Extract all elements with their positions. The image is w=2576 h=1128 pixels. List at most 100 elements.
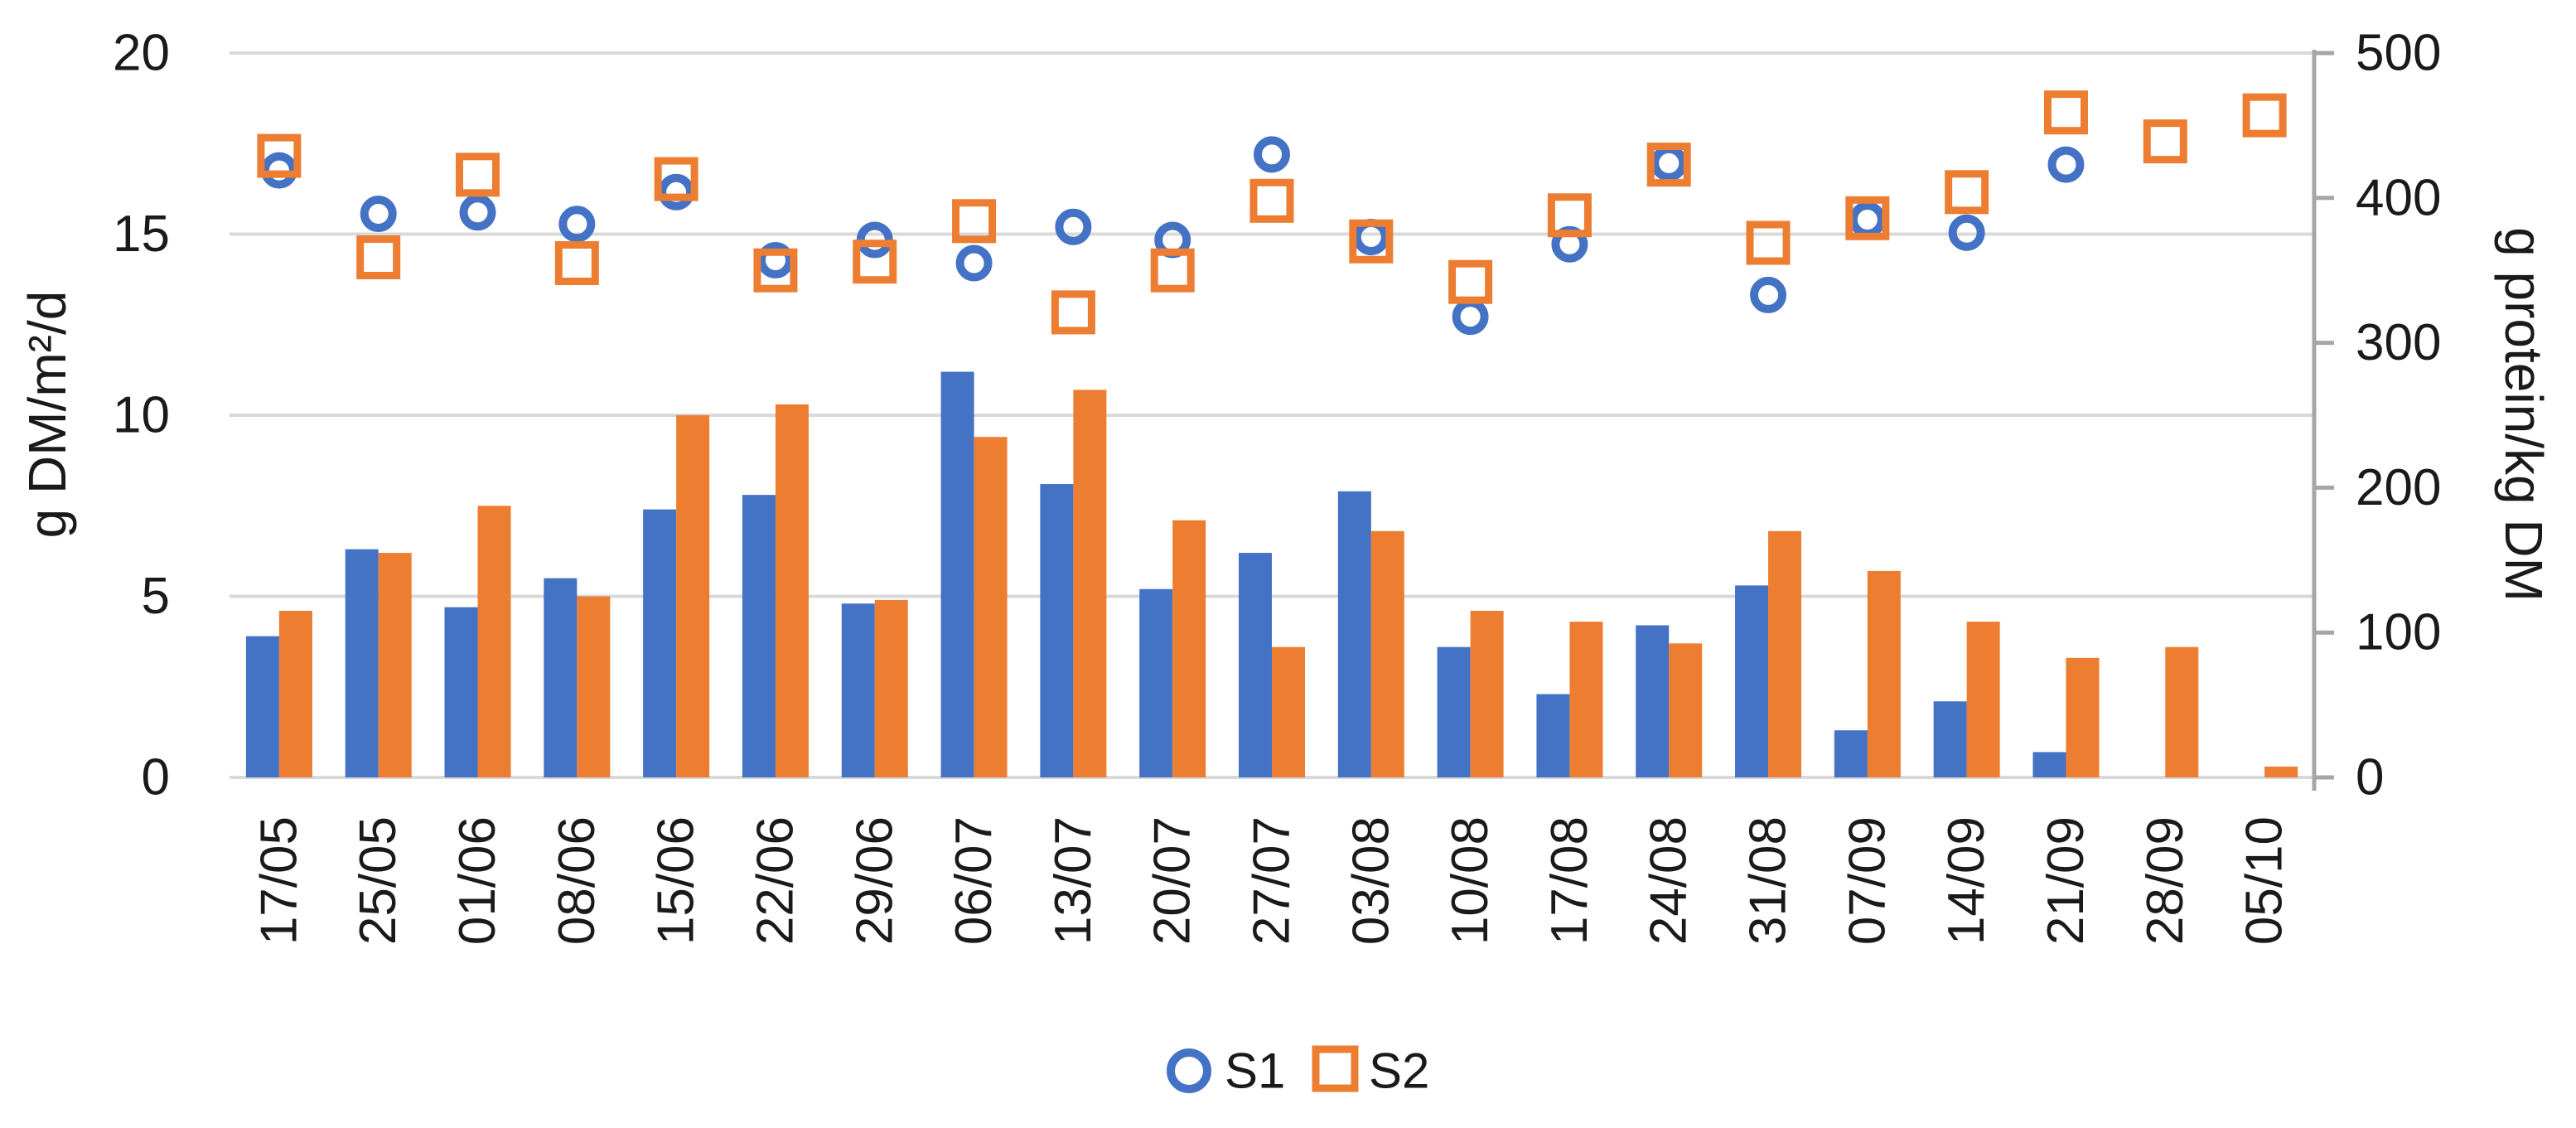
s1-marker-circle [1254, 136, 1290, 173]
bar-s2 [1172, 520, 1206, 777]
legend-s1-circle-icon [1167, 1048, 1211, 1093]
x-axis-label: 15/06 [648, 816, 705, 945]
bar-s1 [245, 636, 279, 777]
s2-marker-square [1349, 219, 1394, 264]
bar-s1 [1834, 730, 1868, 777]
left-axis-tick-label: 15 [113, 206, 170, 263]
right-axis-tick-label: 400 [2356, 169, 2441, 226]
s2-marker-square [1845, 196, 1890, 240]
s2-marker-square [1746, 220, 1791, 265]
x-axis-label: 22/06 [747, 816, 804, 945]
s1-marker-circle [1849, 201, 1886, 239]
bar-s2 [775, 404, 809, 777]
s2-marker-square [1150, 248, 1195, 293]
s1-marker-circle [1452, 298, 1489, 336]
bar-s2 [1470, 610, 1504, 777]
s2-marker-square [853, 240, 897, 284]
x-axis-label: 05/10 [2236, 816, 2293, 945]
s2-marker-square [356, 235, 401, 279]
bar-s1 [1636, 625, 1670, 777]
right-axis-title: g protein/kg DM [2494, 227, 2554, 602]
x-axis-label: 20/07 [1144, 816, 1201, 945]
s2-marker-square [1249, 178, 1294, 223]
left-axis-tick-label: 20 [113, 25, 170, 82]
bar-s2 [577, 596, 611, 777]
bar-s1 [345, 549, 379, 777]
right-axis-tick-label: 100 [2356, 604, 2441, 661]
s1-marker-circle [459, 194, 496, 231]
s2-marker-square [1051, 290, 1095, 335]
bar-s1 [1040, 484, 1074, 777]
right-axis-tick-label: 300 [2356, 314, 2441, 371]
s1-marker-circle [1750, 276, 1787, 313]
right-axis-tick-label: 0 [2356, 749, 2384, 806]
s2-marker-square [2242, 93, 2287, 138]
bar-s2 [874, 599, 908, 777]
x-axis-label: 07/09 [1839, 816, 1896, 945]
x-axis-label: 06/07 [945, 816, 1003, 945]
bar-s2 [477, 506, 511, 777]
s1-marker-circle [658, 173, 695, 211]
bar-s2 [378, 553, 412, 777]
bar-s1 [940, 371, 974, 777]
s2-marker-square [2043, 90, 2088, 135]
s1-marker-circle [260, 152, 297, 189]
s1-marker-circle [1650, 144, 1688, 182]
s1-marker-circle [2047, 146, 2085, 183]
bar-s2 [1867, 570, 1901, 777]
legend-s2-square-icon [1312, 1045, 1359, 1092]
bar-s1 [544, 578, 578, 777]
bar-s2 [278, 610, 312, 777]
s2-marker-square [456, 152, 500, 197]
x-axis-label: 14/09 [1938, 816, 1995, 945]
bar-s2 [1370, 530, 1404, 777]
s2-marker-square [654, 157, 698, 201]
bar-s2 [974, 437, 1008, 777]
bar-s1 [1536, 694, 1570, 777]
bar-s2 [1669, 643, 1703, 777]
s1-marker-circle [1948, 214, 1985, 251]
s2-marker-square [1547, 193, 1592, 238]
bar-s1 [1139, 588, 1173, 777]
s2-marker-square [554, 240, 599, 285]
x-axis-label: 17/05 [250, 816, 307, 945]
bar-s1 [1735, 585, 1769, 777]
right-axis-tick-label: 200 [2356, 459, 2441, 516]
s2-marker-square [753, 248, 798, 293]
x-axis-label: 13/07 [1045, 816, 1102, 945]
x-axis-label: 01/06 [449, 816, 506, 945]
s2-marker-square [2143, 119, 2187, 164]
left-axis-tick-label: 10 [113, 387, 170, 444]
s1-marker-circle [558, 206, 596, 243]
s1-marker-circle [1055, 208, 1092, 245]
s2-marker-square [1945, 170, 1989, 215]
bar-s2 [1569, 622, 1603, 777]
s2-marker-square [1646, 143, 1691, 187]
s2-marker-square [952, 199, 997, 244]
bar-s2 [676, 415, 710, 777]
legend-s1-label: S1 [1225, 1043, 1285, 1099]
right-axis-tick-label: 500 [2356, 25, 2441, 82]
s1-marker-circle [360, 196, 397, 233]
bar-s1 [742, 495, 776, 777]
bar-s1 [1337, 491, 1371, 777]
bar-s2 [2264, 766, 2298, 777]
bar-s2 [1272, 646, 1305, 777]
bar-s1 [841, 603, 875, 777]
bar-s1 [1437, 646, 1471, 777]
x-axis-label: 28/09 [2137, 816, 2194, 945]
left-axis-title: g DM/m²/d [17, 291, 77, 539]
left-axis-tick-label: 0 [142, 749, 170, 806]
x-axis-label: 10/08 [1442, 816, 1499, 945]
s1-marker-circle [955, 244, 993, 282]
x-axis-label: 24/08 [1641, 816, 1698, 945]
bar-s1 [643, 509, 677, 777]
x-axis-label: 27/07 [1244, 816, 1301, 945]
bar-s1 [1239, 553, 1272, 777]
s1-marker-circle [756, 241, 794, 278]
bar-s2 [2066, 657, 2100, 777]
x-axis-label: 29/06 [846, 816, 903, 945]
x-axis-label: 03/08 [1342, 816, 1399, 945]
